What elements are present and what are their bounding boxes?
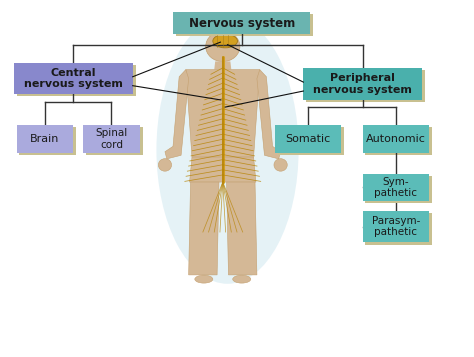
Polygon shape [186,70,260,157]
FancyBboxPatch shape [363,211,429,242]
FancyBboxPatch shape [363,125,429,153]
FancyBboxPatch shape [365,213,432,245]
Text: Somatic: Somatic [285,134,331,144]
FancyBboxPatch shape [83,125,140,153]
Polygon shape [214,61,231,70]
Ellipse shape [156,16,299,284]
FancyBboxPatch shape [14,63,133,94]
Text: Spinal
cord: Spinal cord [95,129,128,150]
FancyBboxPatch shape [86,127,143,155]
Text: Peripheral
nervous system: Peripheral nervous system [313,73,412,95]
Text: Autonomic: Autonomic [366,134,426,144]
Ellipse shape [158,159,172,171]
FancyBboxPatch shape [363,174,429,201]
FancyBboxPatch shape [303,68,422,100]
Ellipse shape [206,31,240,62]
FancyBboxPatch shape [365,176,432,203]
Text: Sym-
pathetic: Sym- pathetic [374,177,417,198]
FancyBboxPatch shape [306,70,425,102]
Text: Nervous system: Nervous system [189,17,295,30]
FancyBboxPatch shape [275,125,341,153]
Polygon shape [227,182,257,275]
Ellipse shape [274,159,287,171]
Text: Parasym-
pathetic: Parasym- pathetic [372,216,420,237]
FancyBboxPatch shape [173,12,310,34]
Text: Central
nervous system: Central nervous system [24,68,123,89]
FancyBboxPatch shape [176,14,313,36]
Ellipse shape [213,34,237,48]
Ellipse shape [195,275,213,283]
FancyBboxPatch shape [17,65,136,96]
Polygon shape [190,157,256,182]
Polygon shape [257,70,281,159]
FancyBboxPatch shape [19,127,76,155]
Polygon shape [189,182,219,275]
FancyBboxPatch shape [278,127,344,155]
Text: Brain: Brain [30,134,60,144]
Ellipse shape [233,275,251,283]
Polygon shape [165,70,189,159]
FancyBboxPatch shape [365,127,432,155]
FancyBboxPatch shape [17,125,73,153]
